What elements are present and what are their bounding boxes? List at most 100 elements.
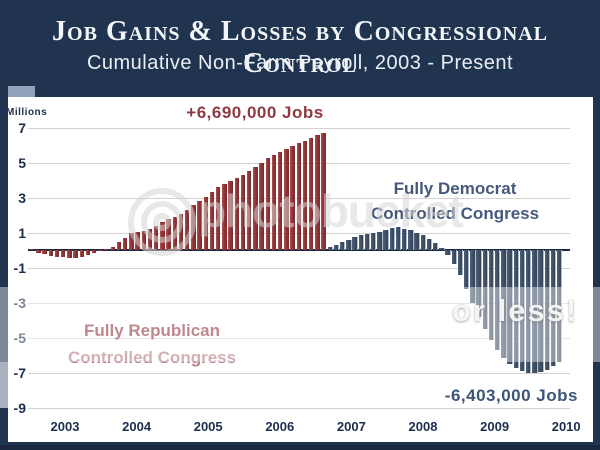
- republican-bar: [67, 250, 72, 258]
- page-subtitle: Cumulative Non-Farm Payroll, 2003 - Pres…: [86, 52, 514, 74]
- x-tick-label: 2003: [50, 419, 80, 434]
- x-tick-label: 2008: [408, 419, 438, 434]
- republican-bar: [296, 143, 301, 250]
- republican-bar: [79, 250, 84, 257]
- democrat-bar: [426, 238, 433, 250]
- republican-bar: [92, 250, 97, 254]
- watermark-logo-text: photobucket: [198, 185, 464, 237]
- bottom-border: [0, 445, 600, 450]
- republican-label-line2: Controlled Congress: [67, 348, 237, 367]
- democrat-bar: [389, 228, 395, 250]
- x-tick-label: 2009: [480, 419, 510, 434]
- democrat-bar: [464, 250, 470, 289]
- y-tick-label: 3: [18, 189, 26, 206]
- peak-annotation: +6,690,000 Jobs: [186, 103, 324, 122]
- democrat-bar: [408, 230, 414, 250]
- democrat-bar: [346, 239, 352, 250]
- y-tick-label: -5: [13, 329, 26, 346]
- democrat-bar: [470, 250, 476, 303]
- y-tick-label: 1: [18, 224, 26, 241]
- republican-bar: [116, 242, 122, 250]
- republican-bar: [265, 158, 270, 250]
- democrat-bar: [445, 250, 451, 256]
- y-axis-unit-label: Millions: [6, 107, 48, 118]
- democrat-bar: [439, 248, 445, 250]
- republican-bar: [321, 132, 326, 250]
- y-tick-label: -7: [13, 364, 26, 381]
- democrat-bar: [550, 250, 557, 366]
- gridline: [28, 407, 570, 409]
- democrat-bar: [377, 231, 383, 250]
- republican-bar: [98, 250, 103, 252]
- republican-bar: [110, 246, 115, 250]
- democrat-bar: [414, 232, 420, 250]
- democrat-bar: [402, 228, 408, 250]
- republican-bar: [271, 154, 277, 250]
- republican-bar: [290, 145, 295, 250]
- x-tick-label: 2006: [265, 419, 295, 434]
- decorative-tab: [8, 86, 35, 97]
- gridline: [28, 372, 570, 374]
- republican-bar: [123, 238, 128, 250]
- democrat-congress-label: Fully Democrat Controlled Congress: [355, 176, 555, 226]
- republican-bar: [222, 183, 227, 250]
- democrat-bar: [457, 250, 464, 276]
- democrat-bar: [507, 250, 513, 364]
- watermark-band: [0, 287, 600, 362]
- democrat-label-line2: Controlled Congress: [370, 204, 540, 223]
- x-tick-label: 2007: [336, 419, 366, 434]
- republican-bar: [259, 162, 264, 250]
- republican-bar: [315, 135, 320, 250]
- democrat-bar: [340, 242, 346, 250]
- republican-bar: [48, 250, 53, 256]
- republican-label-line1: Fully Republican: [83, 321, 221, 340]
- republican-bar: [247, 171, 252, 250]
- republican-bar: [253, 166, 258, 250]
- democrat-bar: [383, 229, 389, 250]
- republican-bar: [228, 180, 233, 250]
- republican-bar: [36, 250, 41, 253]
- left-edge-accent: [0, 362, 8, 408]
- watermark-tagline: or less!: [452, 293, 579, 328]
- democrat-bar: [532, 250, 538, 373]
- democrat-bar: [526, 250, 532, 373]
- y-tick-label: -1: [13, 259, 26, 276]
- democrat-bar: [544, 250, 550, 370]
- democrat-bar: [395, 227, 402, 250]
- x-tick-label: 2004: [122, 419, 152, 434]
- y-tick-label: -3: [13, 294, 26, 311]
- republican-bar: [104, 248, 109, 250]
- watermark-camera-icon-inner: [141, 201, 183, 243]
- democrat-label-line1: Fully Democrat: [393, 179, 517, 198]
- trough-annotation: -6,403,000 Jobs: [444, 386, 578, 405]
- watermark-camera-icon-center: [153, 213, 171, 231]
- x-tick-label: 2010: [551, 419, 581, 434]
- democrat-bar: [327, 247, 333, 250]
- democrat-bar: [371, 233, 377, 250]
- republican-bar: [30, 249, 35, 250]
- democrat-bar: [333, 244, 340, 250]
- democrat-bar: [513, 250, 519, 369]
- democrat-bar: [364, 234, 371, 250]
- democrat-bar: [501, 250, 507, 358]
- democrat-bar: [451, 250, 457, 264]
- republican-congress-label: Fully Republican Controlled Congress: [52, 317, 252, 371]
- democrat-bar: [519, 250, 526, 371]
- gridline: [28, 337, 570, 339]
- page-title: Job Gains & Losses by Congressional Cont…: [52, 16, 548, 79]
- republican-bar: [197, 201, 202, 250]
- republican-bar: [302, 140, 308, 250]
- republican-bar: [278, 152, 283, 250]
- republican-bar: [240, 174, 246, 250]
- democrat-bar: [352, 237, 358, 250]
- y-tick-label: 5: [18, 154, 26, 171]
- x-tick-label: 2005: [193, 419, 223, 434]
- republican-bar: [61, 250, 66, 258]
- gridline: [28, 127, 570, 129]
- democrat-bar: [482, 250, 488, 329]
- democrat-bar: [433, 243, 439, 250]
- democrat-bar: [420, 235, 426, 250]
- republican-bar: [42, 250, 47, 255]
- republican-bar: [203, 196, 208, 250]
